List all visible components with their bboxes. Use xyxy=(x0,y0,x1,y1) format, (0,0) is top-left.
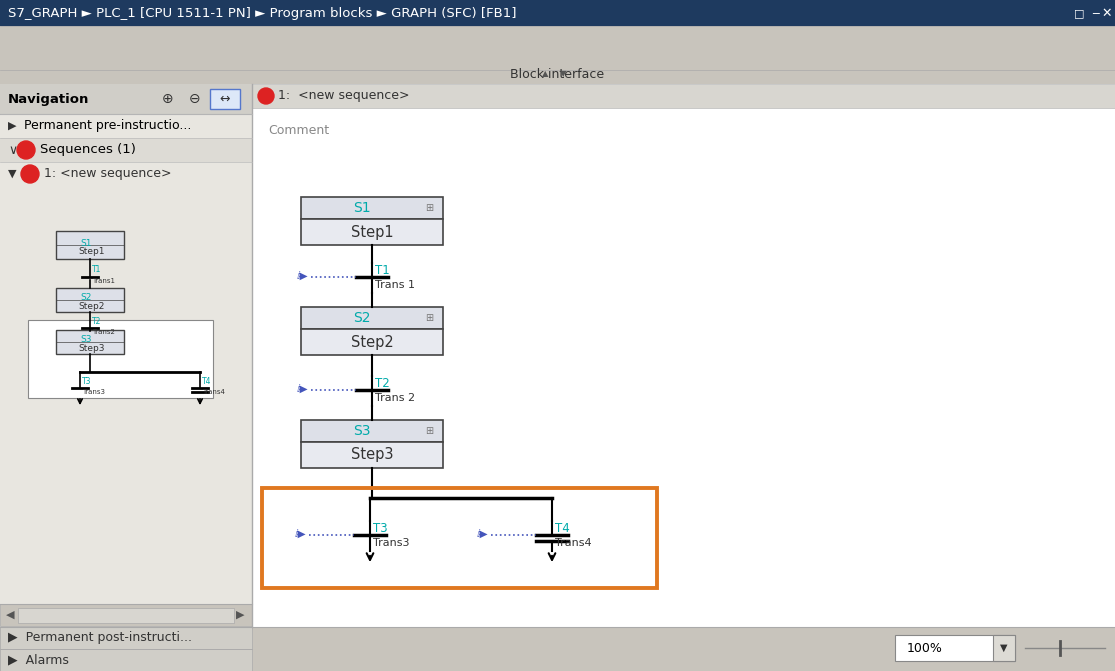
Text: T3: T3 xyxy=(83,378,91,386)
Text: ─: ─ xyxy=(1092,8,1098,18)
Text: ⅈ▶: ⅈ▶ xyxy=(294,530,306,540)
Text: ▶: ▶ xyxy=(236,610,244,620)
Bar xyxy=(262,488,657,588)
Bar xyxy=(301,329,443,355)
Circle shape xyxy=(21,165,39,183)
Text: ∨: ∨ xyxy=(8,144,17,156)
Bar xyxy=(301,197,443,219)
Text: ▼: ▼ xyxy=(1000,643,1008,653)
Text: T2: T2 xyxy=(375,377,390,390)
Text: Trans3: Trans3 xyxy=(374,538,409,548)
Bar xyxy=(895,635,1015,661)
Text: Permanent pre-instructio...: Permanent pre-instructio... xyxy=(25,119,192,132)
Text: Sequences (1): Sequences (1) xyxy=(40,144,136,156)
Text: ⊕: ⊕ xyxy=(162,92,174,106)
Text: ⊞: ⊞ xyxy=(425,313,433,323)
Text: T3: T3 xyxy=(374,522,388,535)
Text: ▼: ▼ xyxy=(560,70,566,79)
Text: Trans4: Trans4 xyxy=(202,389,225,395)
Bar xyxy=(56,288,124,312)
Text: ◀: ◀ xyxy=(6,610,14,620)
Bar xyxy=(301,219,443,245)
Text: Trans3: Trans3 xyxy=(83,389,105,395)
Text: ✕: ✕ xyxy=(22,145,30,155)
Circle shape xyxy=(258,88,274,104)
Text: S3: S3 xyxy=(353,424,371,438)
Text: 1:  <new sequence>: 1: <new sequence> xyxy=(278,89,409,103)
Text: Trans 1: Trans 1 xyxy=(375,280,415,290)
Text: S2: S2 xyxy=(353,311,371,325)
Text: □: □ xyxy=(1074,8,1084,18)
Bar xyxy=(0,627,1115,671)
Text: ✕: ✕ xyxy=(26,169,35,179)
Bar xyxy=(301,442,443,468)
Bar xyxy=(252,84,1115,108)
Text: Trans 2: Trans 2 xyxy=(375,393,415,403)
Text: ✕: ✕ xyxy=(1102,7,1113,19)
Text: T4: T4 xyxy=(555,522,570,535)
Text: 100%: 100% xyxy=(908,641,943,654)
Circle shape xyxy=(17,141,35,159)
Bar xyxy=(0,84,252,114)
Bar xyxy=(56,330,124,354)
Text: Step1: Step1 xyxy=(351,225,394,240)
Bar xyxy=(993,635,1015,661)
Text: ▲: ▲ xyxy=(542,70,549,79)
Text: T1: T1 xyxy=(93,266,101,274)
Text: S1: S1 xyxy=(80,238,91,248)
Bar xyxy=(0,604,252,626)
Bar xyxy=(0,84,252,627)
Bar xyxy=(301,420,443,442)
Text: T4: T4 xyxy=(202,378,212,386)
Text: Step3: Step3 xyxy=(351,448,394,462)
Text: ↔: ↔ xyxy=(220,93,231,105)
Text: Step2: Step2 xyxy=(79,302,105,311)
Text: Comment: Comment xyxy=(268,124,329,137)
Bar xyxy=(0,649,252,671)
Text: Step2: Step2 xyxy=(350,335,394,350)
Bar xyxy=(0,138,252,162)
Text: ⅈ▶: ⅈ▶ xyxy=(297,272,308,282)
Text: ⅈ▶: ⅈ▶ xyxy=(297,385,308,395)
Bar xyxy=(56,231,124,259)
Text: ▶  Permanent post-instructi...: ▶ Permanent post-instructi... xyxy=(8,631,192,645)
Text: T2: T2 xyxy=(93,317,101,325)
Text: ▼: ▼ xyxy=(8,169,17,179)
Text: S1: S1 xyxy=(353,201,371,215)
Text: ✕: ✕ xyxy=(262,91,270,101)
Text: Trans1: Trans1 xyxy=(93,278,115,284)
Text: Trans2: Trans2 xyxy=(93,329,115,335)
Text: ⊞: ⊞ xyxy=(425,426,433,436)
Text: Step3: Step3 xyxy=(79,344,105,353)
Text: S3: S3 xyxy=(80,336,91,344)
Text: S2: S2 xyxy=(80,293,91,303)
Text: ⊞: ⊞ xyxy=(425,203,433,213)
Bar xyxy=(28,320,213,398)
Text: ⅈ▶: ⅈ▶ xyxy=(476,530,488,540)
Text: Block interface: Block interface xyxy=(511,68,604,81)
Text: T1: T1 xyxy=(375,264,390,277)
Text: Trans4: Trans4 xyxy=(555,538,592,548)
Text: ⊖: ⊖ xyxy=(190,92,201,106)
Bar xyxy=(210,89,240,109)
Text: ▶  Alarms: ▶ Alarms xyxy=(8,654,69,666)
Text: Step1: Step1 xyxy=(79,247,105,256)
Text: ▶: ▶ xyxy=(8,121,17,131)
Bar xyxy=(0,0,1115,26)
Text: S7_GRAPH ► PLC_1 [CPU 1511-1 PN] ► Program blocks ► GRAPH (SFC) [FB1]: S7_GRAPH ► PLC_1 [CPU 1511-1 PN] ► Progr… xyxy=(8,7,516,19)
Bar xyxy=(0,627,252,649)
Bar xyxy=(0,26,1115,84)
Text: 1: <new sequence>: 1: <new sequence> xyxy=(43,168,172,180)
Bar xyxy=(18,608,234,623)
Bar xyxy=(252,84,1115,627)
Text: Navigation: Navigation xyxy=(8,93,89,105)
Bar xyxy=(301,307,443,329)
